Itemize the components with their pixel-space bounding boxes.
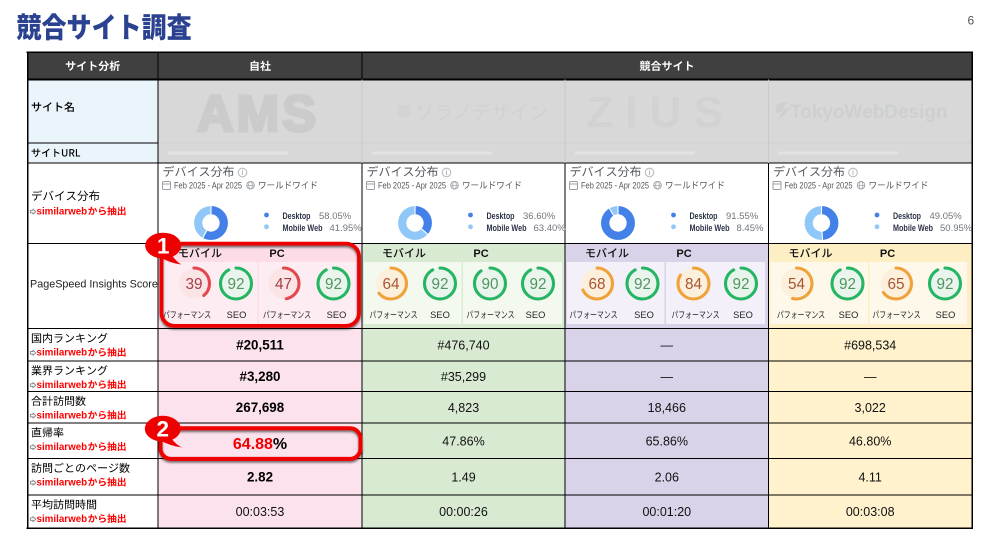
svg-text:00:03:53: 00:03:53 [236,505,285,519]
svg-text:63.40%: 63.40% [534,223,567,234]
svg-text:Desktop: Desktop [487,211,515,222]
svg-text:similarweb: similarweb [37,442,88,453]
svg-text:TokyoWebDesign: TokyoWebDesign [790,102,948,123]
svg-text:47: 47 [275,276,292,293]
svg-text:39: 39 [185,276,202,293]
svg-text:2: 2 [157,417,170,442]
svg-text:3,022: 3,022 [855,401,886,415]
svg-text:00:03:08: 00:03:08 [846,505,895,519]
svg-text:Desktop: Desktop [893,211,921,222]
svg-text:Mobile Web: Mobile Web [283,223,323,234]
svg-text:92: 92 [936,276,953,293]
svg-text:64.88: 64.88 [233,436,273,453]
svg-text:00:01:20: 00:01:20 [642,505,691,519]
svg-text:91.55%: 91.55% [726,211,759,222]
svg-text:Feb 2025 - Apr 2025: Feb 2025 - Apr 2025 [785,181,853,191]
svg-text:—: — [661,370,674,384]
svg-text:65: 65 [887,276,904,293]
svg-text:92: 92 [431,276,448,293]
svg-text:Mobile Web: Mobile Web [690,223,730,234]
svg-text:Desktop: Desktop [690,211,718,222]
svg-text:PC: PC [473,248,488,260]
svg-text:SEO: SEO [936,310,956,320]
svg-text:6: 6 [968,14,975,28]
svg-text:Feb 2025 - Apr 2025: Feb 2025 - Apr 2025 [174,181,242,191]
svg-text:SEO: SEO [327,310,347,320]
svg-text:92: 92 [529,276,546,293]
svg-text:similarweb: similarweb [37,348,88,359]
svg-text:46.80%: 46.80% [849,434,891,448]
svg-text:1.49: 1.49 [451,470,475,484]
svg-text:SEO: SEO [227,310,247,320]
svg-text:90: 90 [481,276,498,293]
svg-text:#20,511: #20,511 [236,338,284,353]
svg-text:65.86%: 65.86% [646,434,688,448]
svg-text:58.05%: 58.05% [319,211,352,222]
svg-text:#35,299: #35,299 [441,370,486,384]
svg-text:SEO: SEO [733,310,753,320]
svg-text:similarweb: similarweb [37,411,88,422]
svg-text:SEO: SEO [430,310,450,320]
svg-text:41.95%: 41.95% [330,223,363,234]
svg-text:Feb 2025 - Apr 2025: Feb 2025 - Apr 2025 [581,181,649,191]
svg-text:AMS: AMS [197,85,319,142]
svg-text:267,698: 267,698 [236,400,285,415]
svg-text:49.05%: 49.05% [930,211,963,222]
svg-text:#698,534: #698,534 [844,339,896,353]
svg-text:92: 92 [325,276,342,293]
svg-text:84: 84 [685,276,703,293]
svg-text:92: 92 [732,276,749,293]
svg-text:PageSpeed Insights Score: PageSpeed Insights Score [30,279,158,291]
svg-text:SEO: SEO [526,310,546,320]
svg-text:ZIUS: ZIUS [587,88,735,137]
svg-text:2.06: 2.06 [655,470,679,484]
svg-text:similarweb: similarweb [37,478,88,489]
svg-text:PC: PC [880,248,895,260]
svg-text:36.60%: 36.60% [523,211,556,222]
svg-text:similarweb: similarweb [37,380,88,391]
svg-text:18,466: 18,466 [648,401,686,415]
svg-text:#3,280: #3,280 [240,369,281,384]
svg-text:PC: PC [676,248,691,260]
svg-text:92: 92 [227,276,244,293]
svg-text:SEO: SEO [634,310,654,320]
svg-text:SEO: SEO [839,310,859,320]
svg-text:4.11: 4.11 [858,470,881,484]
svg-text:Desktop: Desktop [283,211,311,222]
svg-text:68: 68 [588,276,605,293]
svg-text:similarweb: similarweb [37,514,88,525]
svg-text:64: 64 [382,276,400,293]
svg-text:4,823: 4,823 [448,401,479,415]
svg-text:similarweb: similarweb [37,207,88,218]
svg-text:92: 92 [634,276,651,293]
svg-text:Feb 2025 - Apr 2025: Feb 2025 - Apr 2025 [378,181,446,191]
svg-text:47.86%: 47.86% [442,434,484,448]
svg-text:54: 54 [788,276,806,293]
svg-text:8.45%: 8.45% [737,223,764,234]
svg-text:1: 1 [157,234,170,259]
svg-text:2.82: 2.82 [247,469,273,484]
svg-text:50.95%: 50.95% [940,223,973,234]
svg-text:—: — [661,339,674,353]
svg-text:00:00:26: 00:00:26 [439,505,488,519]
svg-text:PC: PC [269,248,284,260]
svg-text:Mobile Web: Mobile Web [487,223,527,234]
svg-text:—: — [864,370,877,384]
svg-text:%: % [273,436,287,453]
svg-text:Mobile Web: Mobile Web [893,223,933,234]
svg-text:#476,740: #476,740 [437,339,489,353]
svg-text:92: 92 [839,276,856,293]
